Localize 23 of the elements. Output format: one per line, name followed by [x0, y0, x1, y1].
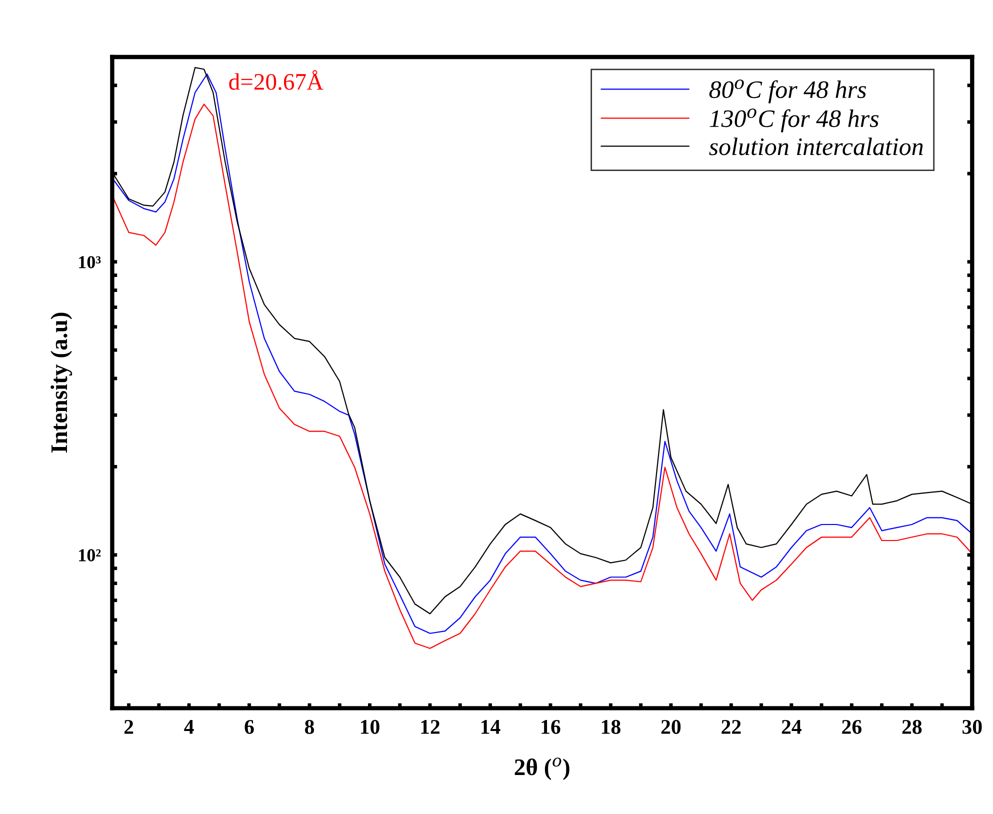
x-tick-label: 6 — [244, 720, 254, 734]
x-tick-label: 4 — [184, 720, 194, 734]
x-tick-label: 30 — [962, 720, 982, 734]
y-tick-label: 10² — [79, 549, 101, 562]
y-axis-title: Intensity (a.u) — [50, 312, 72, 453]
x-axis-title: 2θ ($^{o}$) — [514, 758, 570, 780]
x-tick-label: 16 — [542, 720, 560, 734]
x-tick-label: 26 — [842, 720, 862, 734]
x-tick-label: 18 — [602, 720, 620, 734]
x-tick-label: 22 — [722, 720, 741, 734]
y-tick-label: 10³ — [79, 256, 101, 268]
x-tick-label: 14 — [481, 720, 500, 734]
x-tick-label: 2 — [124, 720, 134, 734]
legend-label: 80$^{o}$C for 48 hrs — [709, 79, 866, 104]
legend-label: solution intercalation — [709, 138, 923, 156]
legend-label: 130$^{o}$C for 48 hrs — [710, 108, 879, 132]
x-tick-label: 8 — [304, 720, 314, 734]
annotation: d=20.67Å — [229, 70, 324, 90]
x-tick-label: 28 — [902, 720, 922, 734]
x-tick-label: 12 — [421, 720, 440, 734]
x-tick-label: 20 — [661, 720, 681, 734]
x-tick-label: 24 — [782, 720, 802, 734]
x-tick-label: 10 — [360, 720, 380, 734]
